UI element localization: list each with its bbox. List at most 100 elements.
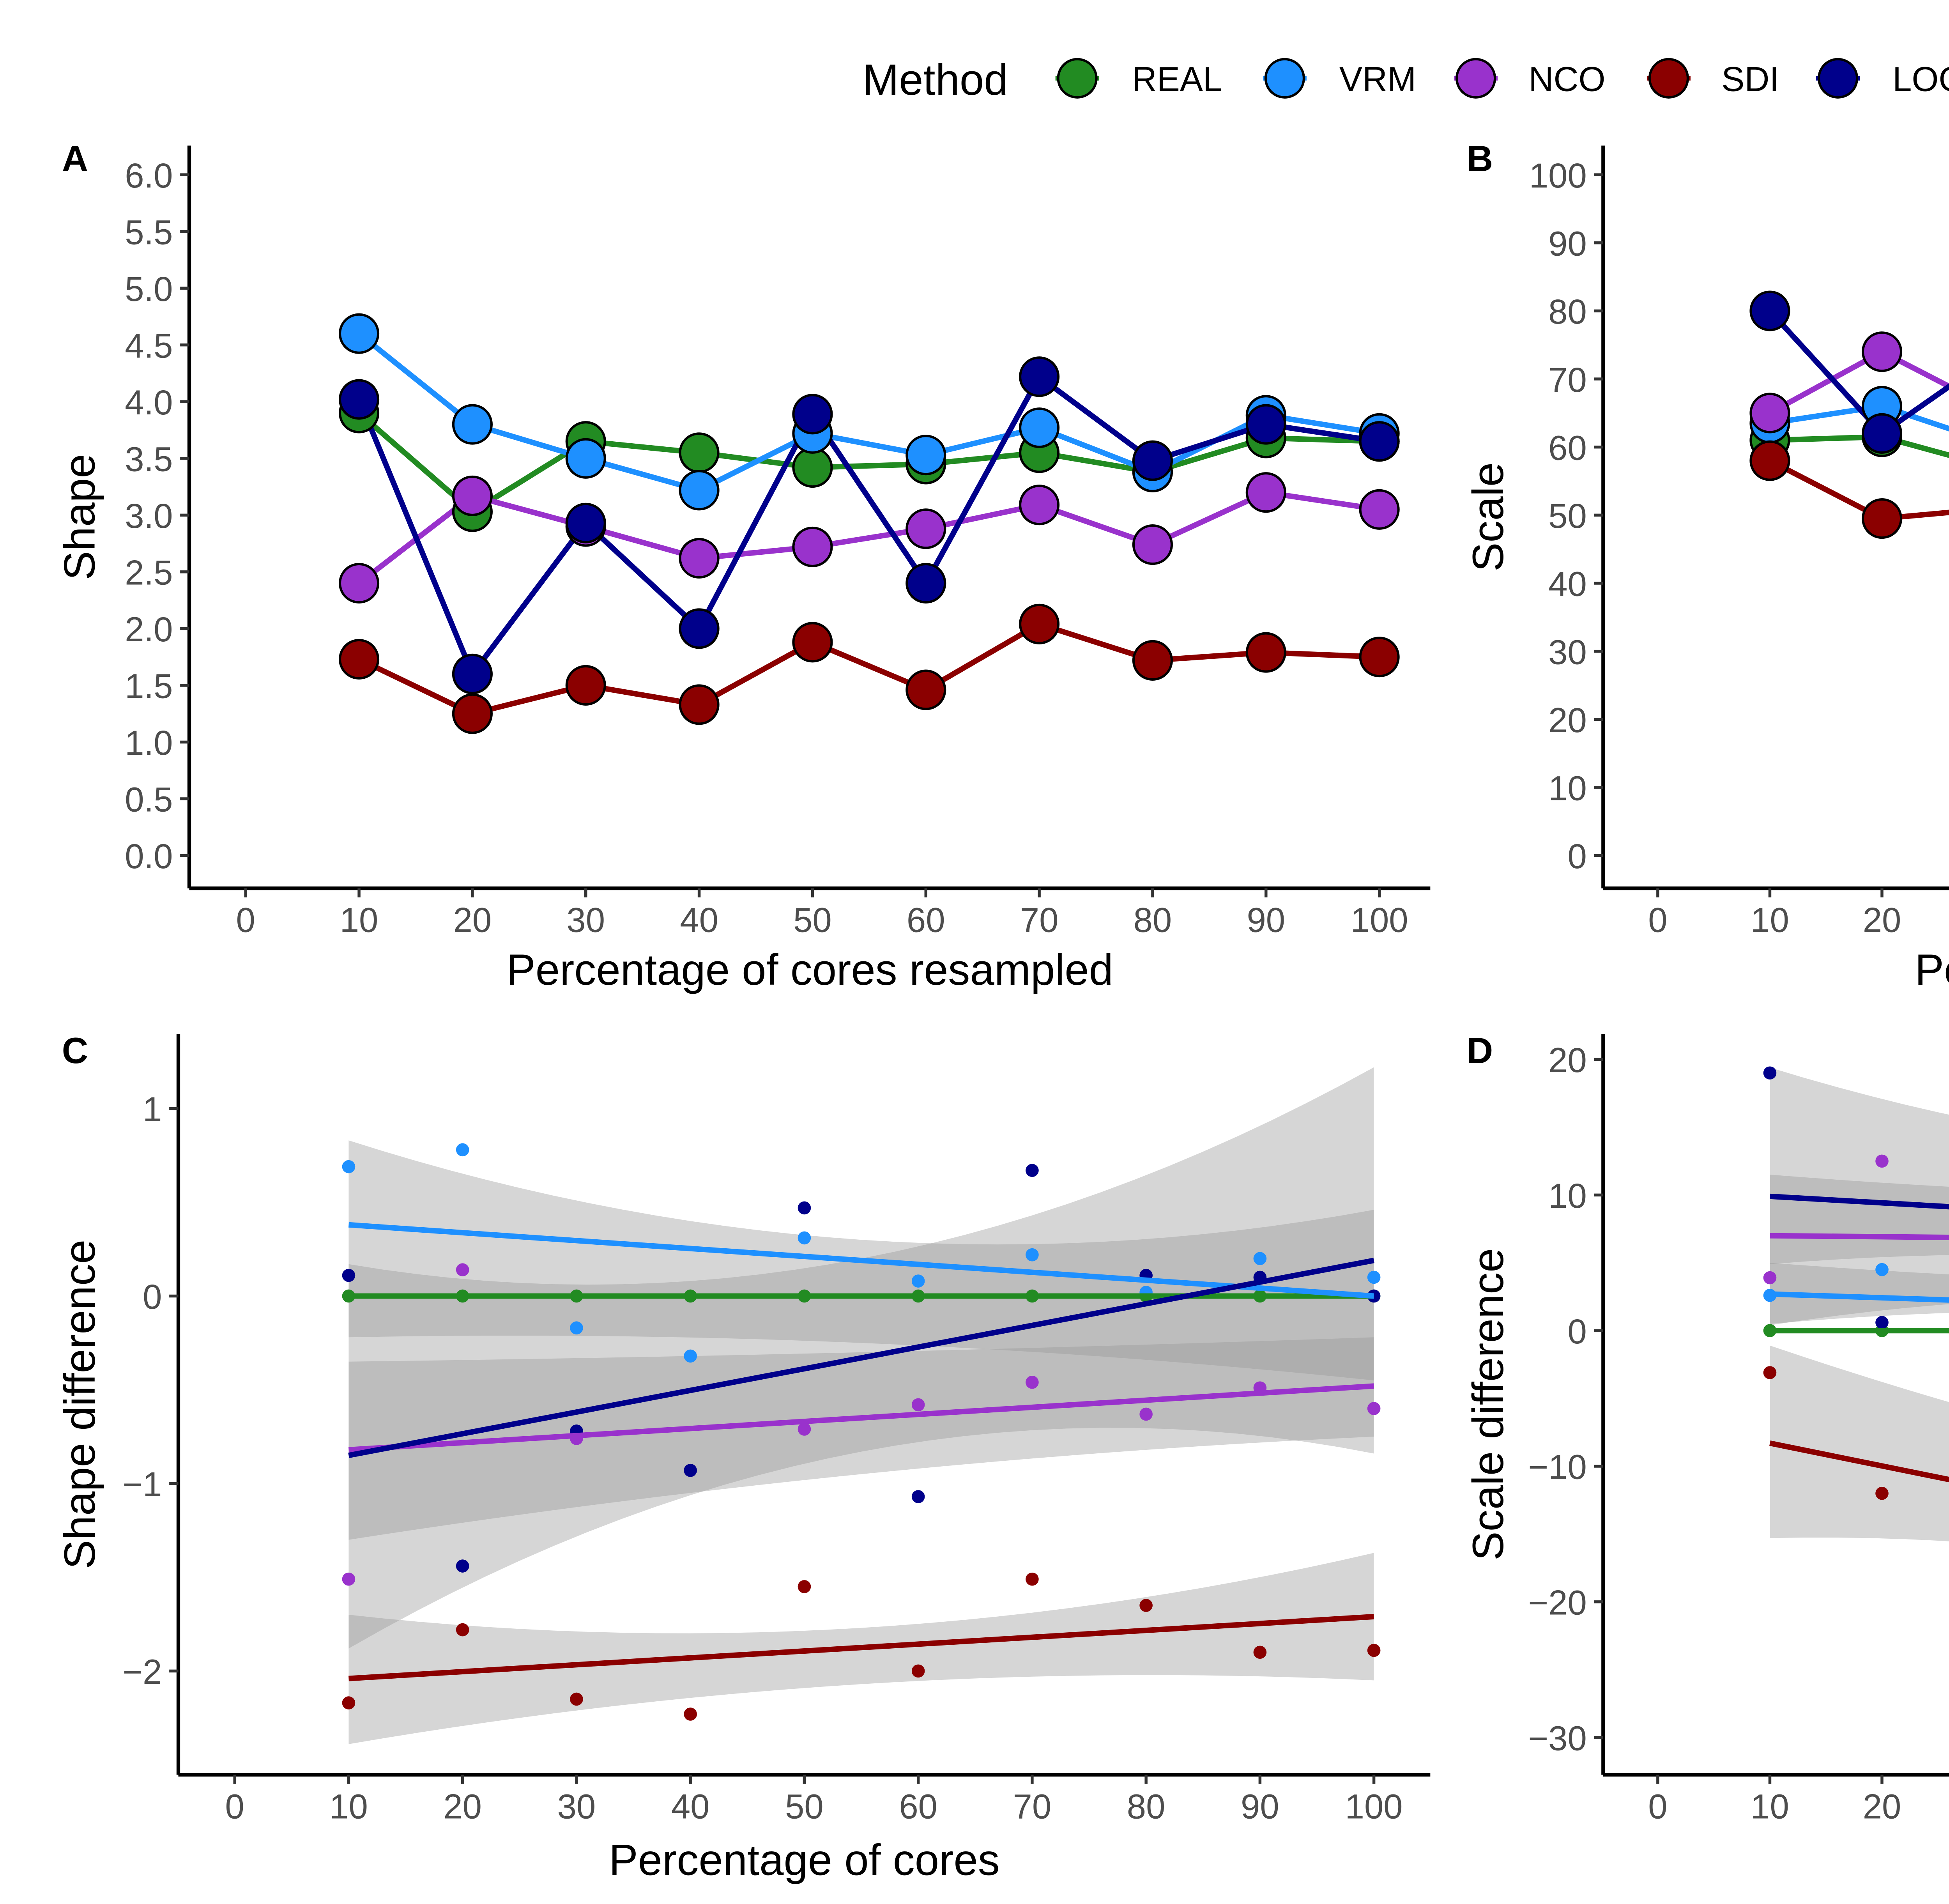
data-point-nco bbox=[1019, 485, 1060, 526]
data-point-logsdi bbox=[792, 394, 833, 435]
y-axis-title: Shape difference bbox=[55, 1240, 104, 1569]
y-tick-label: 2.5 bbox=[125, 554, 173, 592]
data-point-sdi bbox=[792, 622, 833, 663]
y-tick-label: 10 bbox=[1548, 1177, 1587, 1215]
data-point-nco bbox=[906, 508, 946, 549]
data-point-logsdi bbox=[798, 1201, 811, 1215]
data-point-sdi bbox=[565, 665, 606, 706]
series-line-sdi bbox=[358, 621, 1380, 717]
x-tick-label: 100 bbox=[1345, 1787, 1403, 1826]
panel-tag: A bbox=[62, 138, 88, 179]
legend-label-nco: NCO bbox=[1528, 60, 1605, 98]
data-point-logsdi bbox=[1132, 440, 1173, 481]
y-tick-label: 70 bbox=[1548, 361, 1587, 399]
data-point-logsdi bbox=[1245, 404, 1286, 445]
data-point-sdi bbox=[1861, 498, 1903, 539]
y-tick-label: 4.5 bbox=[125, 326, 173, 365]
panel-tag: D bbox=[1467, 1030, 1493, 1071]
y-tick-label: 6.0 bbox=[125, 156, 173, 195]
data-point-nco bbox=[1875, 1154, 1889, 1168]
x-tick-label: 0 bbox=[225, 1787, 244, 1826]
y-axis-title: Scale bbox=[1464, 462, 1512, 572]
y-tick-label: 5.0 bbox=[125, 270, 173, 308]
legend-key-sdi bbox=[1648, 58, 1689, 99]
data-point-nco bbox=[342, 1572, 355, 1586]
legend-key-nco bbox=[1455, 58, 1496, 99]
data-point-sdi bbox=[1253, 1646, 1267, 1659]
legend-key-logsdi bbox=[1817, 58, 1859, 99]
legend: Method REAL VRM NCO SDI LOGSDI bbox=[863, 55, 1949, 104]
y-axis-title: Shape bbox=[55, 454, 104, 580]
legend-label-real: REAL bbox=[1132, 60, 1222, 98]
data-point-nco bbox=[1139, 1407, 1153, 1421]
data-point-vrm bbox=[339, 313, 380, 354]
data-point-sdi bbox=[1359, 637, 1400, 678]
y-tick-label: −20 bbox=[1528, 1584, 1586, 1622]
y-tick-label: 5.5 bbox=[125, 213, 173, 251]
data-point-logsdi bbox=[1861, 413, 1903, 454]
x-tick-label: 100 bbox=[1351, 901, 1408, 940]
y-tick-label: 60 bbox=[1548, 428, 1587, 467]
legend-key-real bbox=[1057, 58, 1098, 99]
panel-b: B010203040506070809010001020304050607080… bbox=[1464, 138, 1949, 994]
data-point-logsdi bbox=[911, 1490, 925, 1503]
data-point-vrm bbox=[452, 404, 493, 445]
data-point-sdi bbox=[1749, 440, 1790, 481]
x-tick-label: 20 bbox=[1863, 1787, 1901, 1826]
x-tick-label: 30 bbox=[557, 1787, 596, 1826]
confidence-band-sdi bbox=[1770, 1345, 1949, 1541]
x-tick-label: 70 bbox=[1013, 1787, 1052, 1826]
data-point-nco bbox=[1749, 393, 1790, 434]
y-axis-title: Scale difference bbox=[1464, 1248, 1512, 1561]
data-point-vrm bbox=[1019, 407, 1060, 448]
y-tick-label: 40 bbox=[1548, 565, 1587, 603]
legend-label-vrm: VRM bbox=[1339, 60, 1416, 98]
x-tick-label: 80 bbox=[1134, 901, 1172, 940]
data-point-nco bbox=[1132, 524, 1173, 565]
data-point-nco bbox=[911, 1398, 925, 1412]
data-point-sdi bbox=[911, 1664, 925, 1678]
series-line-real bbox=[1770, 434, 1949, 458]
data-point-logsdi bbox=[906, 563, 946, 604]
data-point-vrm bbox=[1026, 1248, 1039, 1262]
data-point-vrm bbox=[798, 1231, 811, 1245]
fit-line-logsdi bbox=[1770, 1193, 1949, 1210]
data-point-vrm bbox=[906, 435, 946, 476]
data-point-nco bbox=[456, 1263, 469, 1276]
x-tick-label: 20 bbox=[453, 901, 492, 940]
x-tick-label: 70 bbox=[1020, 901, 1059, 940]
x-tick-label: 50 bbox=[785, 1787, 824, 1826]
data-point-sdi bbox=[1875, 1486, 1889, 1500]
y-tick-label: 100 bbox=[1529, 156, 1587, 195]
data-point-vrm bbox=[911, 1274, 925, 1288]
fit-line-vrm bbox=[1770, 1291, 1949, 1303]
data-point-logsdi bbox=[452, 653, 493, 694]
data-point-vrm bbox=[679, 470, 720, 511]
y-tick-label: 1 bbox=[143, 1090, 162, 1129]
y-tick-label: 80 bbox=[1548, 292, 1587, 331]
x-tick-label: 0 bbox=[1648, 901, 1667, 940]
y-tick-label: 0 bbox=[143, 1278, 162, 1316]
data-point-nco bbox=[1026, 1375, 1039, 1389]
data-point-nco bbox=[792, 526, 833, 567]
data-point-sdi bbox=[339, 639, 380, 680]
series-line-nco bbox=[357, 489, 1380, 586]
data-point-nco bbox=[1367, 1402, 1381, 1415]
x-tick-label: 20 bbox=[443, 1787, 482, 1826]
fit-line-vrm bbox=[348, 1222, 1374, 1299]
data-point-logsdi bbox=[1749, 290, 1790, 331]
y-tick-label: 3.5 bbox=[125, 440, 173, 479]
y-tick-label: 10 bbox=[1548, 769, 1587, 808]
panel-tag: C bbox=[62, 1030, 88, 1071]
x-tick-label: 90 bbox=[1247, 901, 1285, 940]
legend-label-sdi: SDI bbox=[1721, 60, 1779, 98]
data-point-real bbox=[792, 447, 833, 488]
x-tick-label: 40 bbox=[680, 901, 718, 940]
y-tick-label: 1.0 bbox=[125, 724, 173, 762]
y-tick-label: 30 bbox=[1548, 633, 1587, 671]
y-tick-label: 2.0 bbox=[125, 610, 173, 649]
data-point-sdi bbox=[1139, 1599, 1153, 1612]
fit-line-sdi bbox=[348, 1614, 1374, 1681]
data-point-nco bbox=[339, 563, 380, 604]
